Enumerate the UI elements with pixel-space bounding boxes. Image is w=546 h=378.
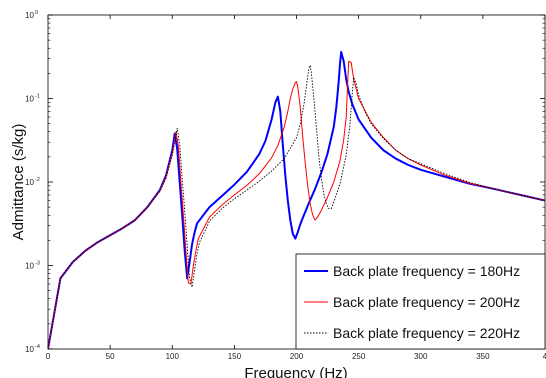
y-tick-label: 10	[25, 11, 34, 20]
x-tick-label: 50	[106, 352, 115, 361]
x-tick-label: 4	[543, 352, 546, 361]
series-lines	[48, 51, 545, 349]
y-tick-exponent: 0	[35, 10, 38, 16]
legend-label-3: Back plate frequency = 220Hz	[333, 325, 520, 341]
x-tick-label: 0	[46, 352, 51, 361]
legend: Back plate frequency = 180Hz Back plate f…	[295, 253, 546, 350]
legend-label-1: Back plate frequency = 180Hz	[333, 263, 520, 279]
y-tick-label: 10	[25, 262, 34, 271]
y-tick-exponent: -4	[35, 344, 40, 350]
x-tick-label: 350	[476, 352, 490, 361]
legend-label-2: Back plate frequency = 200Hz	[333, 294, 520, 310]
x-tick-label: 250	[352, 352, 366, 361]
y-tick-label: 10	[25, 178, 34, 187]
series-line-1	[48, 51, 545, 349]
y-tick-exponent: -2	[35, 177, 40, 183]
y-tick-label: 10	[25, 345, 34, 354]
x-tick-label: 100	[166, 352, 180, 361]
y-tick-label: 10	[25, 95, 34, 104]
y-tick-exponent: -3	[35, 261, 40, 267]
legend-box	[295, 253, 546, 350]
x-tick-label: 300	[414, 352, 428, 361]
x-axis-label: Frequency (Hz)	[244, 365, 347, 378]
y-axis-label: Admittance (s/kg)	[10, 124, 27, 241]
x-tick-label: 200	[290, 352, 304, 361]
x-tick-label: 150	[228, 352, 242, 361]
y-tick-exponent: -1	[35, 94, 40, 100]
